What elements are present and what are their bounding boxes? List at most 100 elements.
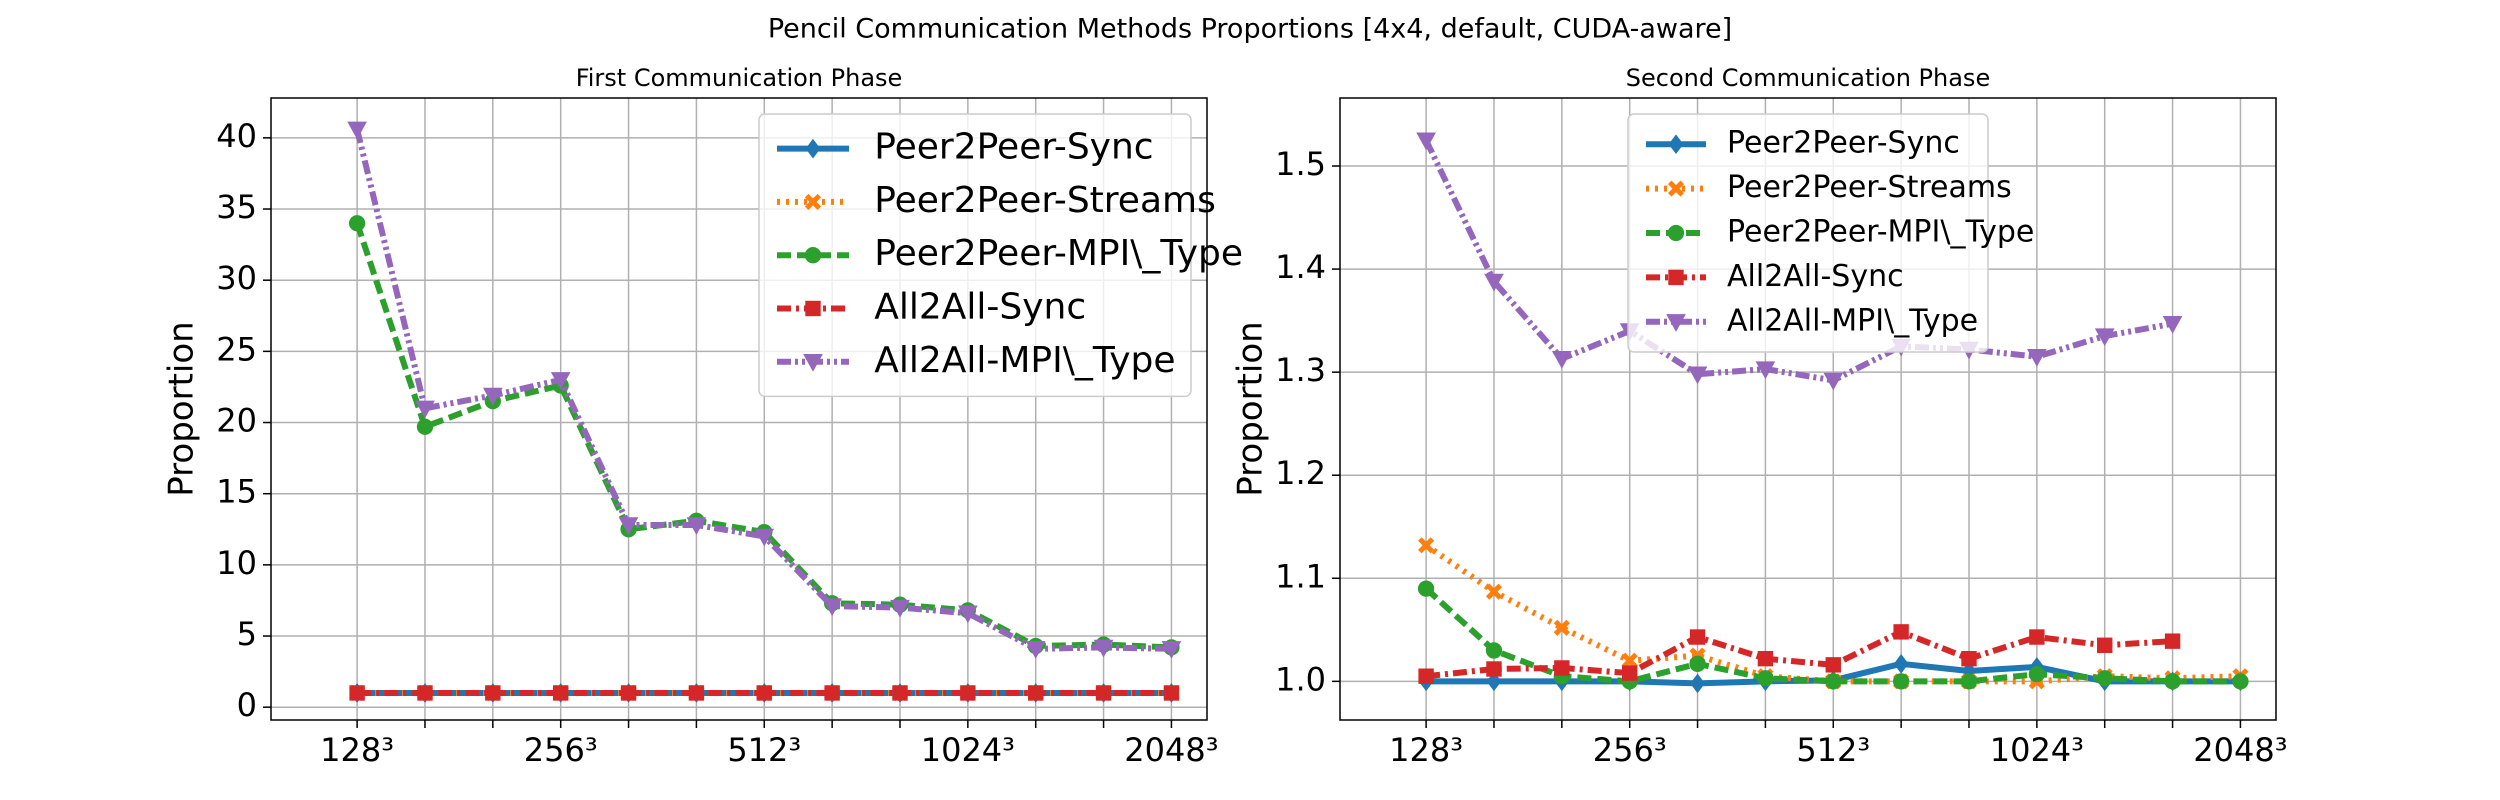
data-point [824,685,840,701]
data-point [1689,629,1706,645]
y-tick-label: 15 [216,473,257,511]
data-point [1757,670,1774,687]
data-point [416,418,434,435]
y-tick-label: 0 [237,686,257,724]
data-point [1755,361,1776,380]
legend-label: Peer2Peer-Sync [1727,126,1960,161]
legend-marker [803,354,823,372]
data-point [1551,351,1572,369]
data-point [1690,673,1705,694]
data-point [2097,637,2113,653]
data-point [1823,372,1844,391]
y-tick-label: 1.4 [1275,248,1326,286]
data-point [958,605,978,624]
data-point [1485,642,1503,659]
x-tick-label: 2048³ [2193,731,2287,769]
data-point [1689,655,1706,672]
x-tick-label: 128³ [1389,731,1463,769]
axes-frame [1339,97,2277,721]
data-point [2162,316,2183,334]
y-tick-label: 30 [216,259,257,297]
figure-title: Pencil Communication Methods Proportions… [768,14,1732,45]
series-line [1425,628,2173,680]
data-point [2094,328,2115,347]
x-tick-label: 2048³ [1124,731,1218,769]
data-point [2028,665,2046,683]
data-point [1417,580,1435,597]
y-tick-label: 25 [216,330,257,368]
legend-label: All2All-Sync [874,286,1086,327]
data-point [1095,685,1112,701]
x-tick-label: 1024³ [921,731,1015,769]
data-point [1961,650,1977,667]
legend-label: Peer2Peer-Sync [874,127,1153,168]
data-point [2027,348,2047,367]
data-point [2164,673,2181,690]
legend-label: Peer2Peer-Streams [1727,170,2012,205]
data-point [1687,366,1708,385]
x-tick-label: 128³ [320,731,394,769]
data-point [415,400,435,419]
legend-marker [805,138,821,159]
data-point [1554,660,1570,676]
legend-label: All2All-MPI\_Type [874,340,1175,381]
data-point [756,685,772,701]
data-point [1418,668,1434,684]
data-point [1553,619,1570,636]
legend-marker [1668,269,1684,286]
data-point [1757,650,1774,667]
data-point [348,215,366,232]
data-point [482,387,503,406]
data-point [347,121,367,140]
data-point [822,598,842,617]
x-tick-label: 1024³ [1990,731,2084,769]
data-point [1621,652,1638,669]
legend-marker [1667,180,1685,197]
data-point [2232,673,2249,690]
legend-marker [805,300,821,317]
legend-marker [804,193,822,210]
data-point [1161,641,1182,659]
data-point [960,685,976,701]
data-point [1416,132,1436,151]
data-point [1486,671,1502,692]
data-point [2164,633,2181,649]
axes-title: First Communication Phase [576,64,903,92]
y-tick-label: 1.3 [1275,351,1326,389]
legend-label: All2All-Sync [1727,259,1904,294]
legend-marker [1668,134,1684,155]
y-tick-label: 1.0 [1275,660,1326,698]
data-point [550,372,571,390]
x-tick-label: 256³ [524,731,598,769]
y-tick-label: 40 [216,117,257,155]
data-point [552,685,569,701]
data-point [485,685,501,701]
axes-frame [270,97,1208,721]
y-tick-label: 1.1 [1275,557,1326,595]
y-tick-label: 20 [216,402,257,440]
data-point [1825,657,1841,673]
legend-label: Peer2Peer-MPI\_Type [1727,215,2034,250]
data-point [1960,673,1978,690]
legend-marker [1667,224,1685,242]
x-tick-label: 512³ [1796,731,1870,769]
data-point [1892,673,1910,690]
y-tick-label: 1.5 [1275,145,1326,183]
y-axis-label: Proportion [1231,321,1271,496]
data-point [892,685,908,701]
data-point [688,685,705,701]
y-tick-label: 1.2 [1275,454,1326,492]
y-tick-label: 10 [216,544,257,582]
data-point [1485,583,1503,600]
legend-marker [804,247,822,264]
data-point [1025,641,1046,659]
y-tick-label: 5 [237,615,257,653]
legend-marker [1666,314,1686,332]
legend-label: Peer2Peer-MPI\_Type [874,233,1243,274]
data-point [1893,653,1909,674]
data-point [2029,629,2045,645]
data-point [1093,639,1114,658]
x-tick-label: 256³ [1593,731,1667,769]
data-point [2096,670,2113,687]
